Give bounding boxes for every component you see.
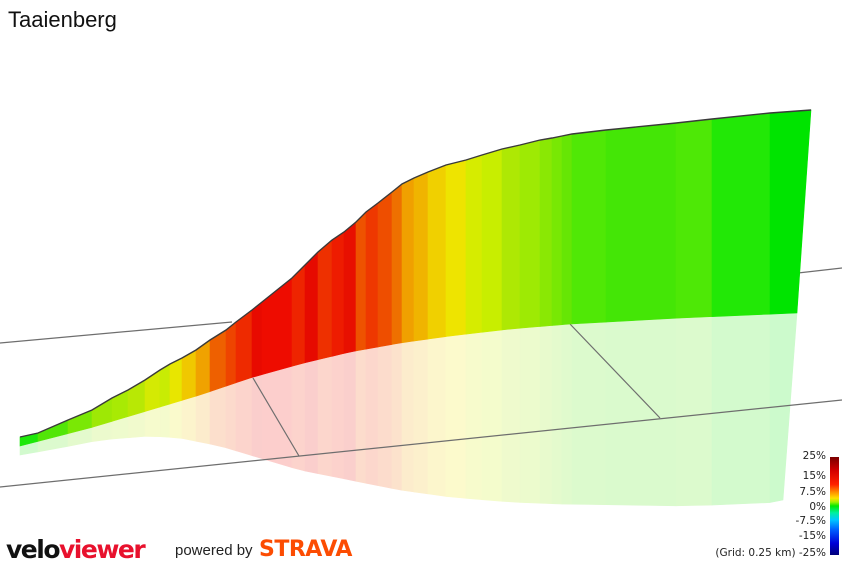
grid-line-back-right: [797, 267, 842, 274]
reflection-segment: [235, 377, 253, 457]
reflection-segment: [304, 359, 319, 474]
reflection-segment: [251, 374, 263, 460]
profile-segment: [561, 133, 573, 325]
reflection-segment: [519, 326, 541, 504]
reflection-segment: [225, 382, 237, 452]
reflection-segment: [144, 406, 161, 437]
reflection-segment: [711, 313, 771, 506]
profile-segment: [551, 135, 563, 326]
reflection-segment: [355, 348, 367, 484]
profile-segment: [605, 122, 677, 323]
profile-segment: [481, 148, 503, 333]
reflection-segment: [445, 333, 467, 499]
grid-back: [0, 267, 842, 344]
chart-title: Taaienberg: [8, 7, 117, 32]
grid-line-front: [0, 399, 842, 488]
logo-velo: velo: [6, 535, 61, 564]
profile-segment: [144, 369, 161, 412]
reflection-segment: [501, 327, 521, 503]
reflection-segment: [169, 399, 183, 439]
grid-line-diagonal-2: [569, 323, 661, 419]
strava-logo[interactable]: STRAVA: [259, 537, 352, 562]
reflection-segment: [391, 342, 403, 491]
reflection-segment: [365, 346, 379, 486]
profile-segment: [225, 321, 237, 387]
gradient-scale-label: 7.5%: [799, 486, 826, 498]
reflection-segment: [181, 395, 197, 442]
profile-segment: [331, 231, 345, 357]
profile-segment: [317, 239, 333, 361]
powered-by-label: powered by: [175, 542, 253, 559]
reflection-segment: [571, 321, 607, 506]
reflection-segment: [343, 350, 357, 482]
reflection-segment: [551, 324, 563, 505]
reflection-segment: [465, 331, 483, 500]
reflection-segment: [159, 403, 171, 438]
reflection-segment: [605, 317, 677, 507]
reflection-segment: [209, 385, 227, 449]
profile-segment: [465, 154, 483, 335]
profile-segment: [169, 357, 183, 405]
profile-segment: [711, 112, 771, 317]
profile-segment: [401, 177, 415, 344]
gradient-scale-label: 0%: [809, 501, 826, 513]
profile-segment: [427, 164, 447, 340]
profile-segment: [501, 144, 521, 331]
reflection-segment: [413, 338, 429, 495]
reflection-segment: [401, 340, 415, 493]
gradient-scale-label: -7.5%: [795, 515, 826, 527]
profile-segment: [377, 191, 393, 348]
veloviewer-logo[interactable]: veloviewer: [6, 535, 146, 565]
reflection-segment: [331, 353, 345, 480]
profile-segment: [355, 211, 367, 352]
reflection-segment: [561, 323, 573, 505]
profile-segment: [413, 171, 429, 342]
grid-line-diagonal-1: [252, 377, 300, 457]
profile-segment: [365, 202, 379, 350]
gradient-scale-label: (Grid: 0.25 km) -25%: [715, 547, 826, 559]
reflection-segment: [427, 336, 447, 497]
reflection-segment: [481, 329, 503, 502]
grid-front: [0, 323, 842, 488]
profile-segment: [675, 118, 713, 319]
profile-segment: [769, 109, 812, 315]
logo-viewer: viewer: [59, 535, 146, 564]
reflection-segment: [377, 344, 393, 489]
profile-segment: [445, 159, 467, 337]
reflection-segment: [195, 391, 211, 445]
gradient-scale-label: 25%: [802, 450, 826, 462]
profile-outline: [19, 109, 812, 438]
profile-segment: [304, 251, 319, 364]
profile-segment: [519, 139, 541, 329]
reflection-segment: [261, 365, 293, 469]
profile-segment: [159, 363, 171, 408]
grid-line-back-left: [0, 321, 233, 344]
gradient-color-scale: [830, 457, 839, 555]
profile-segment: [571, 129, 607, 325]
gradient-scale-label: -15%: [798, 530, 826, 542]
profile-segment: [261, 277, 293, 376]
reflection-segment: [675, 316, 713, 507]
reflection-segment: [317, 355, 333, 477]
profile-segment: [291, 264, 306, 367]
reflection-layer: [19, 312, 798, 507]
reflection-segment: [539, 325, 553, 504]
profile-segment: [391, 183, 403, 345]
reflection-segment: [769, 312, 798, 503]
gradient-scale-label: 15%: [802, 470, 826, 482]
profile-segment: [251, 301, 263, 378]
profile-segment: [539, 137, 553, 327]
profile-segment: [343, 221, 357, 354]
